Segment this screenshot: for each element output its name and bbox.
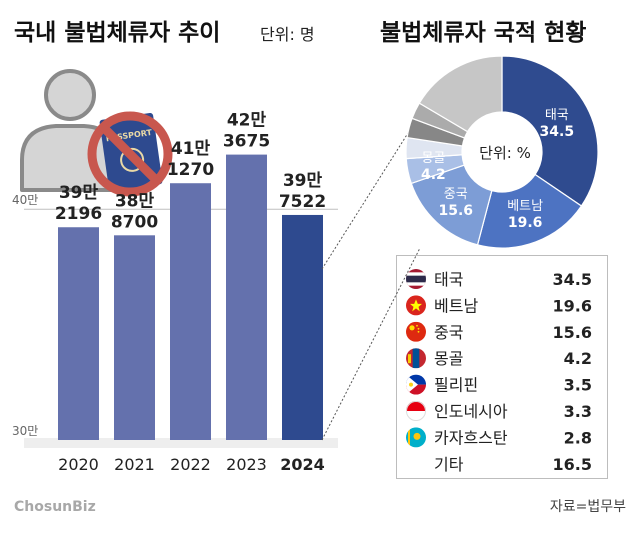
bar-2020 <box>58 227 99 440</box>
person-passport-icon: PASSPORT <box>20 69 173 197</box>
vietnam-flag-icon <box>406 295 426 316</box>
connector-line-bottom <box>321 247 421 441</box>
legend-rows: 태국 34.5 베트남 19.6 중국 15.6 몽골 4.2 필리핀 3.5 인도네시아 3.3 카자… <box>406 269 592 474</box>
legend-country-name: 기타 <box>434 455 464 474</box>
legend-country-name: 태국 <box>434 270 463 289</box>
donut-slice-value: 34.5 <box>540 124 575 140</box>
legend-country-value: 34.5 <box>553 270 592 289</box>
mongolia-flag-icon <box>406 348 426 369</box>
bar-baseline-shadow <box>24 438 338 448</box>
kazakhstan-flag-icon <box>406 427 426 448</box>
legend-country-value: 19.6 <box>553 296 592 315</box>
bar-value-label-rest: 8700 <box>111 212 158 232</box>
source-text: 자료=법무부 <box>550 499 626 515</box>
y-tick-label: 30만 <box>12 424 38 438</box>
x-label-2021: 2021 <box>114 455 155 474</box>
donut-slice-name: 베트남 <box>507 199 543 214</box>
donut-slice-value: 19.6 <box>508 215 543 231</box>
logo-text: ChosunBiz <box>14 499 96 515</box>
china-flag-icon <box>406 321 426 342</box>
bar-value-label-rest: 2196 <box>55 204 102 224</box>
donut-unit-label: 단위: % <box>479 144 531 162</box>
legend-country-name: 베트남 <box>434 296 478 315</box>
bar-value-label-man: 38만 <box>115 191 155 211</box>
donut-slice-name: 태국 <box>545 108 569 123</box>
bar-chart-x-labels: 2020 2021 2022 2023 2024 <box>58 455 325 474</box>
legend-country-name: 필리핀 <box>434 376 478 395</box>
bar-value-label-rest: 1270 <box>167 160 214 180</box>
donut-chart <box>405 55 599 249</box>
bar-2024 <box>282 214 323 440</box>
x-label-2024: 2024 <box>280 455 325 474</box>
donut-slice-value: 4.2 <box>421 167 446 183</box>
legend-country-name: 중국 <box>434 323 463 342</box>
donut-slice-베트남 <box>476 173 583 249</box>
legend-country-name: 몽골 <box>434 349 463 368</box>
left-unit: 단위: 명 <box>260 25 315 44</box>
bar-value-label-man: 39만 <box>283 171 323 191</box>
legend-country-value: 3.3 <box>564 402 592 421</box>
chosunbiz-logo: ChosunBiz <box>14 499 96 515</box>
legend-country-value: 2.8 <box>564 428 592 447</box>
thailand-flag-icon <box>406 269 426 289</box>
bar-2021 <box>114 235 155 440</box>
indonesia-flag-icon <box>406 401 426 421</box>
bar-value-label-man: 41만 <box>171 139 211 159</box>
x-label-2022: 2022 <box>170 455 211 474</box>
bar-2023 <box>226 154 267 440</box>
legend-country-name: 인도네시아 <box>434 402 508 421</box>
x-label-2023: 2023 <box>226 455 267 474</box>
donut-slice-value: 15.6 <box>438 203 473 219</box>
left-title: 국내 불법체류자 추이 <box>14 20 220 46</box>
legend-country-value: 3.5 <box>564 376 592 395</box>
philippines-flag-icon <box>406 374 426 395</box>
bar-value-label-rest: 3675 <box>223 132 270 152</box>
y-tick-label: 40만 <box>12 193 38 207</box>
bar-value-label-man: 42만 <box>227 111 267 131</box>
donut-slice-기타 <box>418 55 503 133</box>
right-title: 불법체류자 국적 현황 <box>380 20 586 46</box>
bar-value-label-rest: 7522 <box>279 192 326 212</box>
bar-value-label-man: 39만 <box>59 183 99 203</box>
legend-country-value: 4.2 <box>564 349 592 368</box>
bar-chart-bars <box>58 154 323 440</box>
connector-line-top <box>321 121 416 270</box>
donut-slice-태국 <box>501 55 599 207</box>
donut-slice-name: 몽골 <box>421 151 445 166</box>
donut-slice-name: 중국 <box>444 187 468 202</box>
x-label-2020: 2020 <box>58 455 99 474</box>
country-legend-box <box>396 255 608 479</box>
bar-2022 <box>170 183 211 440</box>
legend-country-value: 16.5 <box>553 455 592 474</box>
legend-country-name: 카자흐스탄 <box>434 428 508 447</box>
legend-country-value: 15.6 <box>553 323 592 342</box>
